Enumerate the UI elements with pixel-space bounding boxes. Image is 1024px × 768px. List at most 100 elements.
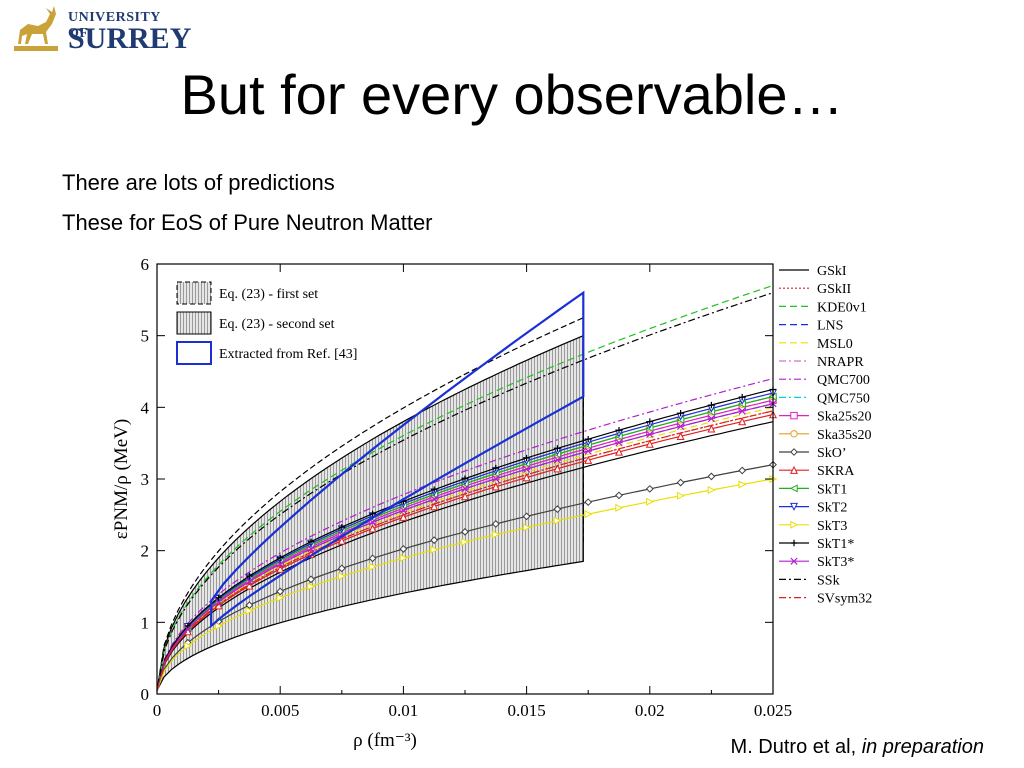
marker-triangle xyxy=(789,465,799,474)
marker-x xyxy=(492,475,500,483)
logo-line-2: SURREY xyxy=(68,22,192,55)
y-tick-label: 3 xyxy=(141,470,150,489)
marker-triangle xyxy=(337,536,346,545)
y-tick-label: 4 xyxy=(141,398,150,417)
marker-triangle xyxy=(245,581,254,590)
stag-icon xyxy=(14,6,58,51)
marker-diamond xyxy=(368,554,377,563)
marker-diamond xyxy=(245,601,254,610)
marker-triangle-right xyxy=(584,510,593,519)
marker-triangle-right xyxy=(522,523,531,532)
series-line-svsym32 xyxy=(156,410,774,691)
marker-triangle-left xyxy=(789,484,798,493)
marker-x xyxy=(461,485,469,493)
university-logo: UNIVERSITY OF SURREY xyxy=(10,4,191,58)
marker-triangle-right xyxy=(738,480,747,489)
marker-triangle-right xyxy=(646,497,655,506)
x-tick-label: 0.01 xyxy=(389,701,419,720)
x-tick-label: 0.025 xyxy=(754,701,792,720)
marker-triangle xyxy=(491,482,500,491)
marker-plus xyxy=(554,445,561,452)
marker-triangle-right xyxy=(276,593,285,602)
x-axis-label: ρ (fm⁻³) xyxy=(353,730,417,750)
citation-authors: M. Dutro et al, xyxy=(730,736,862,758)
marker-plus xyxy=(369,510,376,518)
marker-triangle-right xyxy=(399,554,408,563)
marker-triangle-right xyxy=(676,491,685,500)
marker-x xyxy=(245,577,254,586)
legend-entry: MSL0 xyxy=(817,337,853,352)
marker-x xyxy=(615,439,623,447)
x-tick-label: 0.02 xyxy=(635,701,665,720)
marker-diamond xyxy=(645,484,654,493)
marker-triangle-right xyxy=(790,520,799,529)
marker-triangle xyxy=(368,524,377,533)
marker-x xyxy=(707,415,716,423)
marker-x xyxy=(738,407,746,415)
marker-x xyxy=(307,545,315,553)
y-tick-label: 1 xyxy=(141,613,150,632)
legend-entry: SkT3* xyxy=(817,555,854,570)
slide-title: But for every observable… xyxy=(180,63,844,126)
marker-x xyxy=(522,465,531,473)
series-line-msl0 xyxy=(156,406,774,691)
marker-triangle xyxy=(584,455,593,464)
marker-plus xyxy=(523,454,530,462)
marker-diamond xyxy=(491,520,500,528)
legend-label: Eq. (23) - second set xyxy=(219,317,335,332)
marker-plus xyxy=(739,393,746,401)
legend-entry: QMC700 xyxy=(817,373,870,388)
legend-entry: NRAPR xyxy=(817,355,864,370)
marker-x xyxy=(676,422,685,431)
marker-diamond xyxy=(584,498,593,507)
y-axis-label: εPNM/ρ (MeV) xyxy=(111,419,132,539)
citation: M. Dutro et al, in preparation xyxy=(731,736,984,759)
marker-triangle-right xyxy=(214,622,223,631)
legend-entry: SkT2 xyxy=(817,501,847,516)
y-tick-label: 2 xyxy=(141,542,150,561)
legend-entry: SSk xyxy=(817,573,840,588)
legend-entry: SkT3 xyxy=(817,519,847,534)
marker-triangle-right xyxy=(707,486,716,495)
marker-circle xyxy=(790,430,798,438)
legend-swatch-band xyxy=(176,311,212,335)
marker-plus xyxy=(677,409,684,417)
marker-triangle xyxy=(399,512,408,521)
series-line-kde0v1 xyxy=(156,284,774,691)
legend-entry: SkT1 xyxy=(817,482,847,497)
series-line-gskii xyxy=(156,410,774,691)
marker-square xyxy=(790,411,798,420)
legend-entry: QMC750 xyxy=(817,391,870,406)
legend-entry: SkT1* xyxy=(817,537,854,552)
marker-x xyxy=(399,506,408,515)
marker-triangle-down xyxy=(789,502,799,511)
marker-triangle xyxy=(553,464,562,473)
legend-entry: Ska35s20 xyxy=(817,428,871,443)
legend-entry: GSkII xyxy=(817,282,852,297)
x-tick-label: 0 xyxy=(153,701,162,720)
y-tick-label: 0 xyxy=(141,685,150,704)
legend-entry: SKRA xyxy=(817,464,855,479)
marker-diamond xyxy=(430,536,439,545)
marker-triangle xyxy=(738,417,747,426)
marker-triangle-right xyxy=(368,562,377,571)
marker-diamond xyxy=(738,466,747,475)
legend-entry: GSkI xyxy=(817,264,847,279)
bullet-1: There are lots of predictions xyxy=(62,170,335,195)
marker-triangle-right xyxy=(338,572,347,581)
marker-x xyxy=(790,557,798,565)
marker-diamond xyxy=(676,478,685,487)
eos-chart: 0 0.005 0.01 0.015 0.02 0.025 0 1 2 3 4 5 6 ρ (fm⁻³) ε… xyxy=(111,255,872,750)
marker-plus xyxy=(585,435,592,443)
marker-plus xyxy=(790,539,798,547)
marker-triangle-right xyxy=(307,582,316,591)
legend-swatch-extracted xyxy=(176,341,212,365)
series-line-gski xyxy=(156,421,774,691)
marker-plus xyxy=(708,401,715,409)
marker-triangle-right xyxy=(492,530,501,539)
legend-label: Eq. (23) - first set xyxy=(219,287,318,302)
marker-diamond xyxy=(399,545,408,553)
marker-triangle-right xyxy=(430,545,439,554)
marker-diamond xyxy=(307,575,315,584)
marker-triangle xyxy=(276,564,285,573)
